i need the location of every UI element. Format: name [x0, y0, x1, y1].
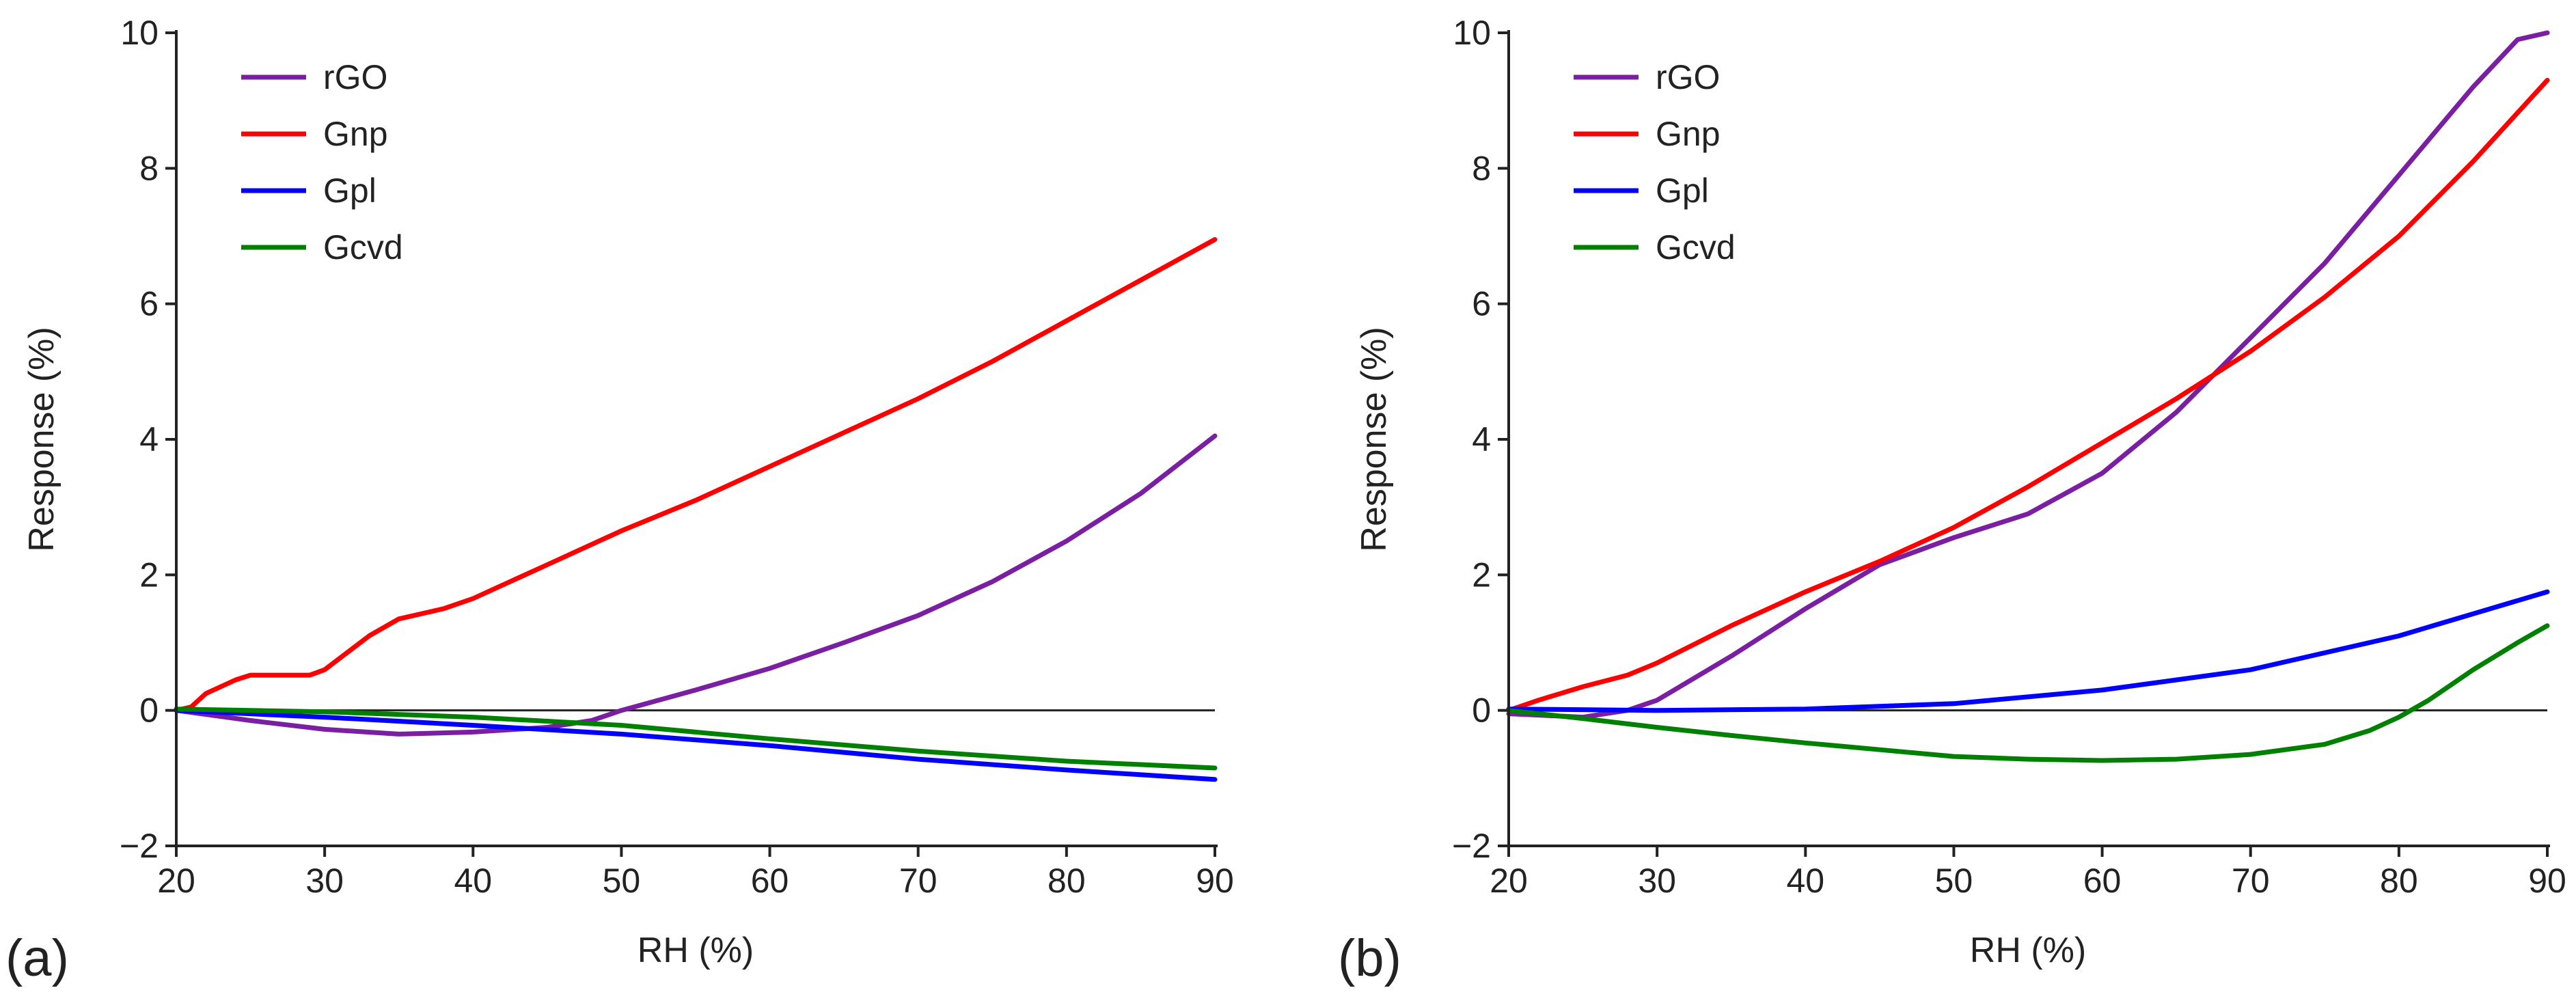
x-tick-label: 80: [2380, 862, 2418, 900]
y-tick-label: 2: [139, 556, 159, 594]
y-tick-label: 6: [1472, 285, 1491, 323]
y-tick-label: 0: [1472, 691, 1491, 730]
series-line-Gcvd: [174, 707, 1218, 771]
x-tick-label: 90: [2528, 862, 2566, 900]
x-tick-label: 80: [1047, 862, 1086, 900]
series-line-rGO: [1506, 30, 2550, 720]
x-axis-title: RH (%): [1970, 931, 2086, 970]
x-tick-label: 40: [454, 862, 492, 900]
y-tick-label: 4: [1472, 420, 1491, 458]
legend-label-Gpl: Gpl: [323, 172, 376, 210]
legend-label-Gcvd: Gcvd: [1656, 228, 1736, 266]
x-axis-title: RH (%): [638, 931, 754, 970]
panel-label: (a): [5, 929, 69, 987]
panel-b: 20 30 40 50 60 70 80 90 −2 0 2 4 6 8 10 RH (%) Respons…: [1338, 14, 2566, 987]
x-tick-label: 30: [1638, 862, 1676, 900]
x-tick-label: 70: [2232, 862, 2270, 900]
series-line-Gnp: [1506, 77, 2550, 713]
x-tick-label: 90: [1196, 862, 1234, 900]
series-line-Gcvd: [1506, 623, 2550, 763]
x-tick-label: 30: [305, 862, 344, 900]
y-tick-label: −2: [120, 827, 159, 865]
panel-a: 20 30 40 50 60 70 80 90 −2 0 2 4 6 8 10 RH (%) Respons…: [5, 14, 1234, 987]
y-tick-label: 2: [1472, 556, 1491, 594]
y-tick-label: −2: [1452, 827, 1491, 865]
y-tick-label: 10: [120, 14, 159, 52]
legend-label-Gpl: Gpl: [1656, 172, 1709, 210]
series-line-rGO: [174, 433, 1218, 737]
y-tick-label: 0: [139, 691, 159, 730]
y-tick-label: 6: [139, 285, 159, 323]
y-tick-label: 4: [139, 420, 159, 458]
legend: rGO Gnp Gpl Gcvd: [1574, 58, 1736, 266]
panel-label: (b): [1338, 929, 1401, 987]
x-tick-label: 40: [1786, 862, 1824, 900]
x-tick-label: 60: [751, 862, 789, 900]
y-axis-title: Response (%): [1354, 327, 1394, 551]
legend: rGO Gnp Gpl Gcvd: [241, 58, 403, 266]
y-tick-label: 8: [139, 149, 159, 187]
x-tick-label: 50: [603, 862, 641, 900]
y-axis-title: Response (%): [22, 327, 61, 551]
x-tick-label: 20: [1490, 862, 1528, 900]
x-tick-label: 70: [899, 862, 937, 900]
legend-label-Gnp: Gnp: [1656, 115, 1721, 153]
x-tick-label: 20: [157, 862, 195, 900]
x-tick-label: 50: [1935, 862, 1973, 900]
series-line-Gpl: [1506, 589, 2550, 713]
y-tick-label: 10: [1453, 14, 1491, 52]
series-line-Gnp: [174, 237, 1218, 713]
legend-label-rGO: rGO: [323, 58, 387, 96]
x-tick-label: 60: [2083, 862, 2122, 900]
legend-label-rGO: rGO: [1656, 58, 1720, 96]
series-line-Gpl: [174, 708, 1218, 782]
legend-label-Gnp: Gnp: [323, 115, 388, 153]
y-tick-label: 8: [1472, 149, 1491, 187]
legend-label-Gcvd: Gcvd: [323, 228, 403, 266]
